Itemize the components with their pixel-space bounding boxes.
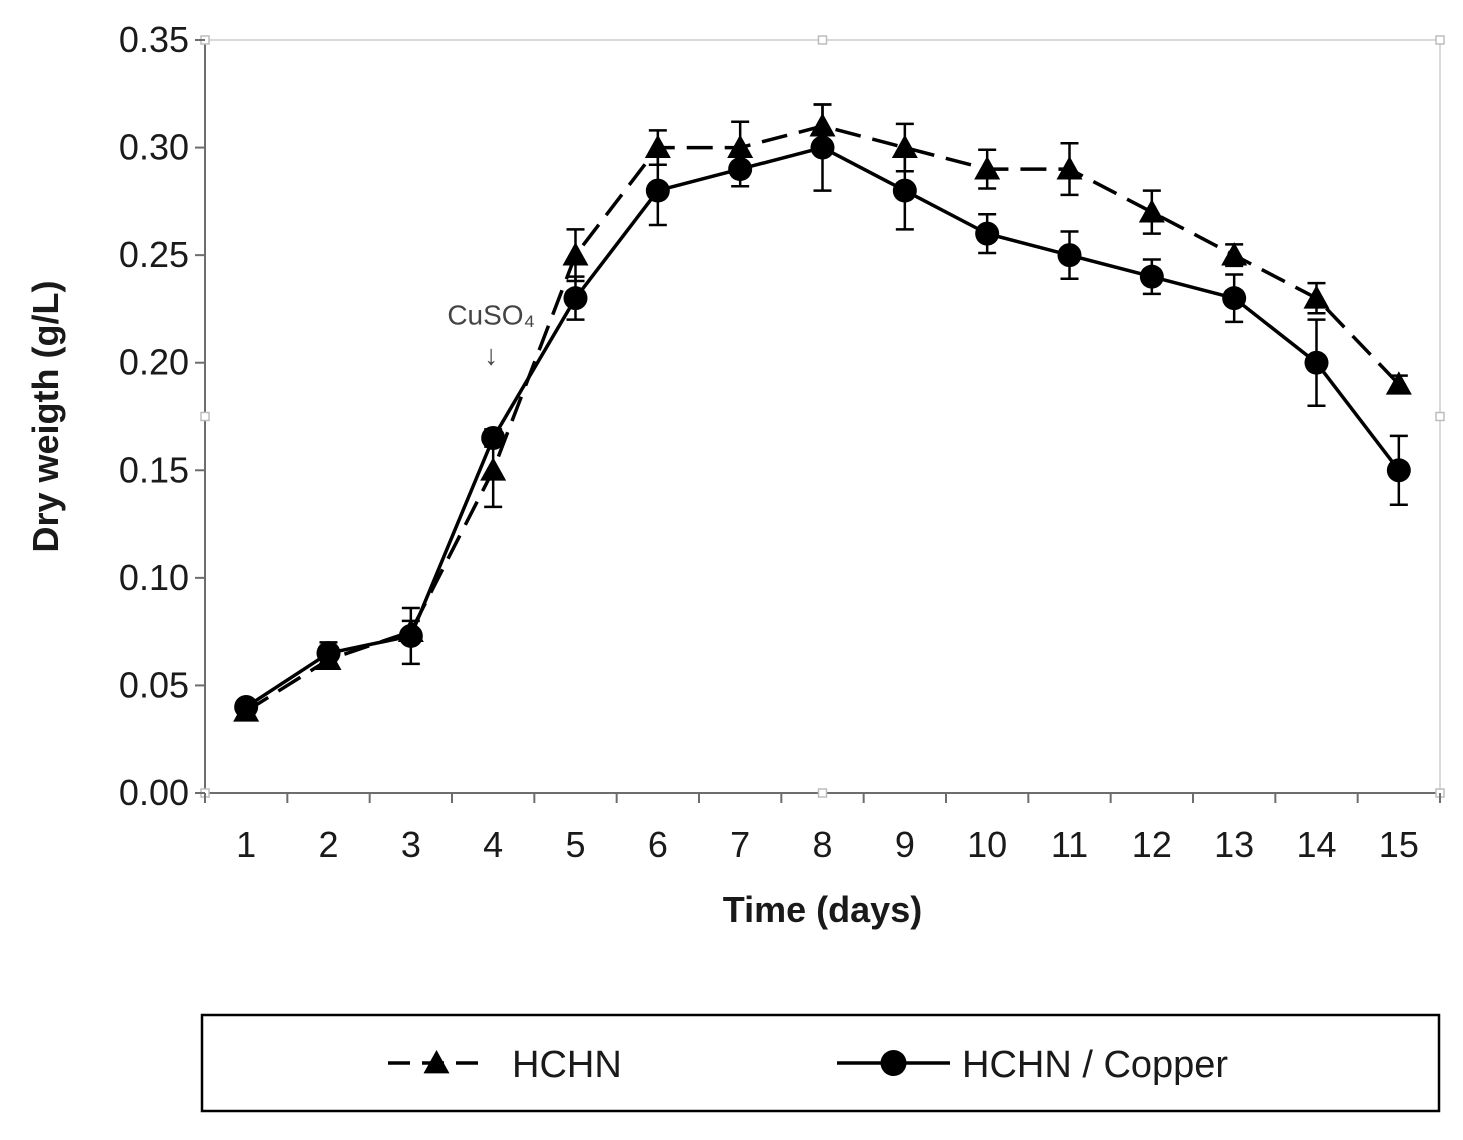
data-point	[974, 156, 1001, 180]
data-point	[1221, 242, 1248, 266]
x-tick-label: 9	[895, 824, 915, 865]
x-tick-label: 10	[967, 824, 1007, 865]
data-point	[728, 157, 753, 182]
axes: 0.000.050.100.150.200.250.300.351 2 3 4 5 6 7 8…	[25, 19, 1445, 930]
data-point	[1056, 156, 1083, 180]
y-tick-label: 0.15	[119, 449, 189, 490]
series-hchn-copper	[234, 103, 1411, 719]
data-point	[234, 694, 259, 719]
x-tick-label: 14	[1296, 824, 1336, 865]
annotation-text: CuSO₄	[447, 300, 535, 331]
legend-label: HCHN / Copper	[962, 1044, 1228, 1086]
y-tick-label: 0.35	[119, 19, 189, 60]
y-tick-label: 0.20	[119, 342, 189, 383]
data-point	[1222, 286, 1247, 311]
data-point	[1386, 458, 1411, 483]
data-point	[1138, 199, 1165, 223]
resize-handle	[1435, 411, 1445, 422]
y-tick-label: 0.25	[119, 234, 189, 275]
data-point	[1304, 350, 1329, 375]
data-point	[316, 641, 341, 666]
y-tick-label: 0.30	[119, 127, 189, 168]
series-line	[245, 145, 1401, 709]
data-point	[644, 134, 671, 158]
data-point	[563, 286, 588, 311]
x-tick-label: 8	[812, 824, 832, 865]
x-tick-label: 11	[1051, 824, 1088, 865]
data-point	[1385, 371, 1412, 395]
legend: HCHN HCHN / Copper	[200, 1013, 1441, 1113]
resize-handle	[1435, 35, 1445, 45]
legend-marker	[423, 1050, 450, 1074]
x-tick-label: 5	[565, 824, 585, 865]
legend-item-hchn-copper: HCHN / Copper	[837, 1044, 1228, 1086]
resize-handle	[817, 35, 828, 45]
data-point	[892, 178, 917, 203]
x-tick-label: 4	[483, 824, 503, 865]
x-tick-label: 15	[1379, 824, 1419, 865]
legend-marker	[880, 1050, 907, 1076]
resize-handle	[200, 411, 210, 422]
data-point	[398, 623, 423, 648]
y-axis-title: Dry weigth (g/L)	[25, 281, 66, 553]
annotations: CuSO₄ ↓	[447, 300, 535, 371]
data-point	[810, 135, 835, 160]
x-tick-label: 7	[730, 824, 750, 865]
data-point	[1139, 264, 1164, 289]
x-tick-label: 12	[1132, 824, 1172, 865]
y-tick-label: 0.05	[119, 664, 189, 705]
x-tick-label: 2	[318, 824, 338, 865]
legend-item-hchn: HCHN	[388, 1044, 622, 1086]
x-tick-label: 1	[236, 824, 256, 865]
data-point	[645, 178, 670, 203]
data-point	[1303, 285, 1330, 309]
data-point	[562, 242, 589, 266]
data-point	[975, 221, 1000, 246]
y-tick-label: 0.10	[119, 557, 189, 598]
data-point	[1057, 243, 1082, 268]
legend-label: HCHN	[512, 1044, 622, 1086]
annotation-arrow: ↓	[484, 340, 498, 371]
y-tick-label: 0.00	[119, 772, 189, 813]
series-line	[245, 124, 1401, 713]
series-layer	[233, 103, 1412, 722]
data-point	[481, 426, 506, 451]
data-point	[480, 457, 507, 481]
resize-handle	[817, 788, 828, 798]
legend-box	[200, 1013, 1441, 1113]
x-tick-label: 13	[1214, 824, 1254, 865]
x-tick-label: 6	[648, 824, 668, 865]
x-axis-title: Time (days)	[723, 889, 922, 930]
x-tick-label: 3	[401, 824, 421, 865]
